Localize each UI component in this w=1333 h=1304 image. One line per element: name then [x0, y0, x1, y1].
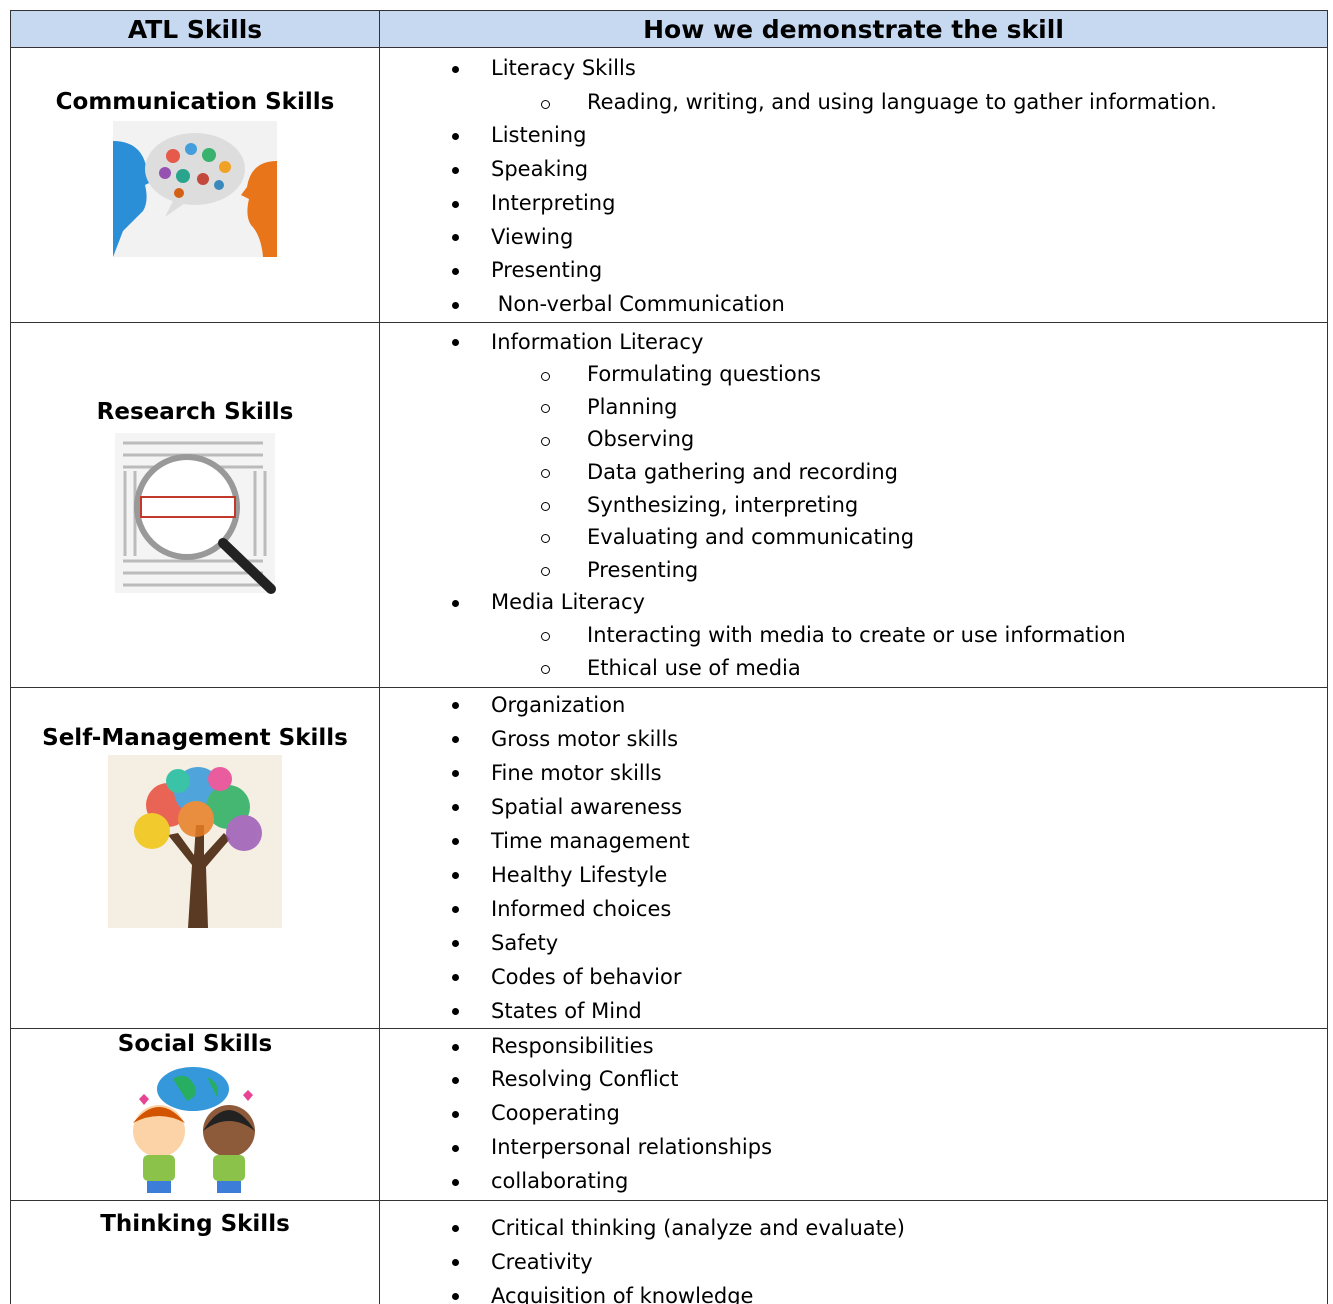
- table-body: Communication Skills Literacy Skills Read…: [10, 47, 1328, 1304]
- sub-bullet-item: Presenting: [381, 554, 1327, 587]
- bullet-item: Non-verbal Communication: [381, 288, 1327, 321]
- sub-bullet-item: Evaluating and communicating: [381, 521, 1327, 554]
- bullet-list: Information Literacy Formulating question…: [381, 323, 1327, 685]
- header-cell: ATL Skills: [10, 10, 380, 48]
- bullet-item: Cooperating: [381, 1097, 1327, 1131]
- table-row: Communication Skills Literacy Skills Read…: [10, 47, 1328, 323]
- self-management-image: [108, 754, 282, 928]
- bullet-item: Time management: [381, 824, 1327, 858]
- bullet-item: Responsibilities: [381, 1030, 1327, 1064]
- bullet-item: Safety: [381, 926, 1327, 960]
- sub-bullet-item: Ethical use of media: [381, 652, 1327, 685]
- table-row: Self-Management Skills Organization Gross…: [10, 686, 1328, 1029]
- bullet-item: Organization: [381, 688, 1327, 722]
- sub-bullet-item: Data gathering and recording: [381, 456, 1327, 489]
- skill-items-cell: Information Literacy Formulating question…: [379, 321, 1328, 688]
- communication-image: [113, 121, 277, 257]
- bullet-item: Fine motor skills: [381, 756, 1327, 790]
- bullet-item: Healthy Lifestyle: [381, 858, 1327, 892]
- sub-bullet-item: Planning: [381, 391, 1327, 424]
- skill-cell: Thinking Skills: [10, 1199, 380, 1304]
- skill-title: Thinking Skills: [100, 1210, 290, 1237]
- skill-items-cell: Responsibilities Resolving Conflict Cooper…: [379, 1027, 1328, 1201]
- bullet-item: Media Literacy: [381, 586, 1327, 619]
- bullet-list: Responsibilities Resolving Conflict Cooper…: [381, 1029, 1327, 1199]
- bullet-item: Creativity: [381, 1245, 1327, 1279]
- research-image: [115, 432, 276, 594]
- header-row: ATL Skills How we demonstrate the skill: [10, 10, 1328, 48]
- bullet-item: Literacy Skills: [381, 52, 1327, 86]
- bullet-item: Informed choices: [381, 892, 1327, 926]
- bullet-item: Acquisition of knowledge: [381, 1279, 1327, 1304]
- bullet-item: Interpersonal relationships: [381, 1131, 1327, 1165]
- skill-title: Self-Management Skills: [42, 724, 348, 751]
- bullet-item: States of Mind: [381, 994, 1327, 1028]
- sub-bullet-item: Observing: [381, 423, 1327, 456]
- skill-cell: Self-Management Skills: [10, 686, 380, 1029]
- social-image: [133, 1066, 255, 1193]
- sub-bullet-item: Interacting with media to create or use …: [381, 619, 1327, 652]
- skill-cell: Social Skills: [10, 1027, 380, 1201]
- bullet-item: Viewing: [381, 221, 1327, 255]
- table-row: Research Skills Information Literacy Form…: [10, 321, 1328, 688]
- bullet-item: Information Literacy: [381, 326, 1327, 359]
- atl-table: ATL Skills How we demonstrate the skill …: [10, 10, 1328, 1304]
- skill-title: Research Skills: [96, 398, 294, 425]
- table-row: Social Skills Responsibilities Resolving …: [10, 1027, 1328, 1201]
- bullet-item: Spatial awareness: [381, 790, 1327, 824]
- sub-bullet-item: Reading, writing, and using language to …: [381, 86, 1327, 120]
- skill-cell: Research Skills: [10, 321, 380, 688]
- skill-items-cell: Literacy Skills Reading, writing, and usi…: [379, 47, 1328, 323]
- bullet-item: Listening: [381, 119, 1327, 153]
- bullet-list: Literacy Skills Reading, writing, and usi…: [381, 48, 1327, 321]
- skill-items-cell: Critical thinking (analyze and evaluate)…: [379, 1199, 1328, 1304]
- table-row: Thinking Skills Critical thinking (analyz…: [10, 1199, 1328, 1304]
- bullet-item: Codes of behavior: [381, 960, 1327, 994]
- bullet-item: Gross motor skills: [381, 722, 1327, 756]
- skill-title: Social Skills: [117, 1030, 273, 1057]
- bullet-list: Critical thinking (analyze and evaluate)…: [381, 1201, 1327, 1304]
- skill-items-cell: Organization Gross motor skills Fine motor…: [379, 686, 1328, 1029]
- bullet-item: Speaking: [381, 153, 1327, 187]
- bullet-item: Presenting: [381, 254, 1327, 288]
- bullet-item: Critical thinking (analyze and evaluate): [381, 1211, 1327, 1245]
- bullet-item: Resolving Conflict: [381, 1063, 1327, 1097]
- skill-title: Communication Skills: [55, 89, 335, 115]
- sub-bullet-item: Synthesizing, interpreting: [381, 489, 1327, 522]
- skill-cell: Communication Skills: [10, 47, 380, 323]
- header-cell: How we demonstrate the skill: [379, 10, 1328, 48]
- sub-bullet-item: Formulating questions: [381, 358, 1327, 391]
- bullet-list: Organization Gross motor skills Fine motor…: [381, 688, 1327, 1028]
- bullet-item: collaborating: [381, 1165, 1327, 1199]
- bullet-item: Interpreting: [381, 187, 1327, 221]
